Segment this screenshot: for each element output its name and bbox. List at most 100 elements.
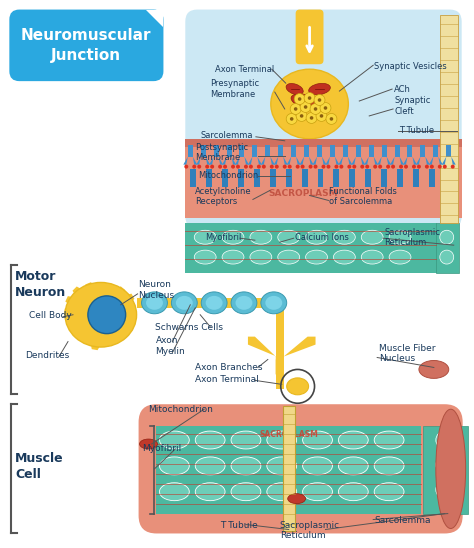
Ellipse shape bbox=[195, 483, 225, 501]
Circle shape bbox=[296, 111, 307, 122]
Circle shape bbox=[436, 481, 454, 499]
Polygon shape bbox=[69, 320, 74, 330]
Bar bbox=[291, 145, 296, 157]
Bar bbox=[254, 169, 260, 186]
Text: Functional Folds
of Sarcolemma: Functional Folds of Sarcolemma bbox=[329, 187, 397, 206]
Bar bbox=[356, 145, 361, 157]
Ellipse shape bbox=[65, 282, 137, 347]
Ellipse shape bbox=[267, 457, 297, 475]
Bar bbox=[440, 15, 458, 223]
Text: Sarcolemma: Sarcolemma bbox=[374, 516, 431, 525]
Text: Sarcolemma: Sarcolemma bbox=[200, 132, 253, 140]
Text: SACROPLASM: SACROPLASM bbox=[259, 430, 318, 438]
Ellipse shape bbox=[374, 457, 404, 475]
Ellipse shape bbox=[194, 230, 216, 244]
Polygon shape bbox=[429, 157, 433, 164]
Circle shape bbox=[451, 164, 455, 169]
Circle shape bbox=[425, 164, 429, 169]
Circle shape bbox=[306, 112, 317, 123]
Text: Synaptic
Cleft: Synaptic Cleft bbox=[394, 96, 430, 116]
Ellipse shape bbox=[306, 230, 328, 244]
Polygon shape bbox=[261, 157, 265, 164]
Text: Motor
Neuron: Motor Neuron bbox=[15, 270, 66, 299]
Ellipse shape bbox=[361, 230, 383, 244]
Polygon shape bbox=[146, 9, 164, 27]
Circle shape bbox=[314, 95, 325, 106]
Polygon shape bbox=[374, 157, 378, 164]
Circle shape bbox=[326, 113, 337, 124]
Ellipse shape bbox=[250, 250, 272, 264]
Ellipse shape bbox=[250, 230, 272, 244]
Text: Myofibril: Myofibril bbox=[143, 444, 182, 453]
Polygon shape bbox=[387, 157, 391, 164]
Polygon shape bbox=[412, 157, 417, 164]
Text: Axon: Axon bbox=[155, 336, 178, 345]
Circle shape bbox=[319, 114, 323, 118]
Bar bbox=[382, 145, 387, 157]
Circle shape bbox=[298, 97, 301, 101]
Ellipse shape bbox=[159, 483, 189, 501]
Circle shape bbox=[192, 164, 196, 169]
Polygon shape bbox=[231, 157, 236, 164]
Circle shape bbox=[262, 164, 266, 169]
Circle shape bbox=[438, 164, 442, 169]
Text: Sacroplasmic
Reticulum: Sacroplasmic Reticulum bbox=[384, 227, 440, 247]
Ellipse shape bbox=[201, 292, 227, 314]
Polygon shape bbox=[106, 285, 116, 288]
Polygon shape bbox=[283, 157, 288, 164]
Ellipse shape bbox=[231, 483, 261, 501]
Polygon shape bbox=[296, 157, 301, 164]
Bar bbox=[227, 145, 231, 157]
Polygon shape bbox=[209, 157, 214, 164]
Circle shape bbox=[283, 164, 287, 169]
Bar bbox=[188, 145, 193, 157]
Circle shape bbox=[294, 94, 305, 105]
Bar bbox=[420, 145, 425, 157]
Polygon shape bbox=[326, 157, 330, 164]
Bar bbox=[239, 145, 245, 157]
Bar bbox=[394, 145, 400, 157]
Polygon shape bbox=[390, 157, 394, 164]
Circle shape bbox=[404, 164, 408, 169]
Polygon shape bbox=[348, 157, 352, 164]
Ellipse shape bbox=[222, 230, 244, 244]
Polygon shape bbox=[425, 157, 430, 164]
Ellipse shape bbox=[288, 494, 306, 504]
Bar bbox=[330, 145, 335, 157]
Ellipse shape bbox=[338, 457, 368, 475]
Ellipse shape bbox=[261, 292, 287, 314]
Ellipse shape bbox=[159, 431, 189, 449]
Polygon shape bbox=[361, 157, 365, 164]
Polygon shape bbox=[276, 336, 316, 374]
Text: Neuron
Nucleus: Neuron Nucleus bbox=[138, 280, 175, 300]
Polygon shape bbox=[416, 157, 420, 164]
Polygon shape bbox=[116, 286, 125, 295]
Circle shape bbox=[309, 164, 312, 169]
Circle shape bbox=[347, 164, 351, 169]
Circle shape bbox=[249, 164, 253, 169]
Circle shape bbox=[310, 116, 313, 119]
Polygon shape bbox=[222, 157, 227, 164]
Bar bbox=[190, 169, 196, 186]
Ellipse shape bbox=[361, 250, 383, 264]
Circle shape bbox=[210, 164, 214, 169]
Circle shape bbox=[316, 111, 327, 122]
Text: Cell Body: Cell Body bbox=[29, 311, 72, 320]
Circle shape bbox=[257, 164, 261, 169]
Circle shape bbox=[412, 164, 416, 169]
Circle shape bbox=[386, 164, 390, 169]
Ellipse shape bbox=[267, 483, 297, 501]
Polygon shape bbox=[309, 157, 313, 164]
Text: Muscle
Cell: Muscle Cell bbox=[15, 452, 64, 481]
Text: Acetylcholine
Receptors: Acetylcholine Receptors bbox=[195, 187, 252, 206]
Polygon shape bbox=[235, 157, 239, 164]
Polygon shape bbox=[270, 157, 275, 164]
Circle shape bbox=[436, 431, 454, 449]
Text: ACh: ACh bbox=[394, 84, 411, 94]
Circle shape bbox=[339, 164, 343, 169]
Text: Axon Terminal: Axon Terminal bbox=[195, 375, 259, 384]
Bar bbox=[408, 145, 412, 157]
Bar bbox=[137, 298, 285, 308]
Polygon shape bbox=[400, 157, 404, 164]
Polygon shape bbox=[82, 338, 90, 344]
